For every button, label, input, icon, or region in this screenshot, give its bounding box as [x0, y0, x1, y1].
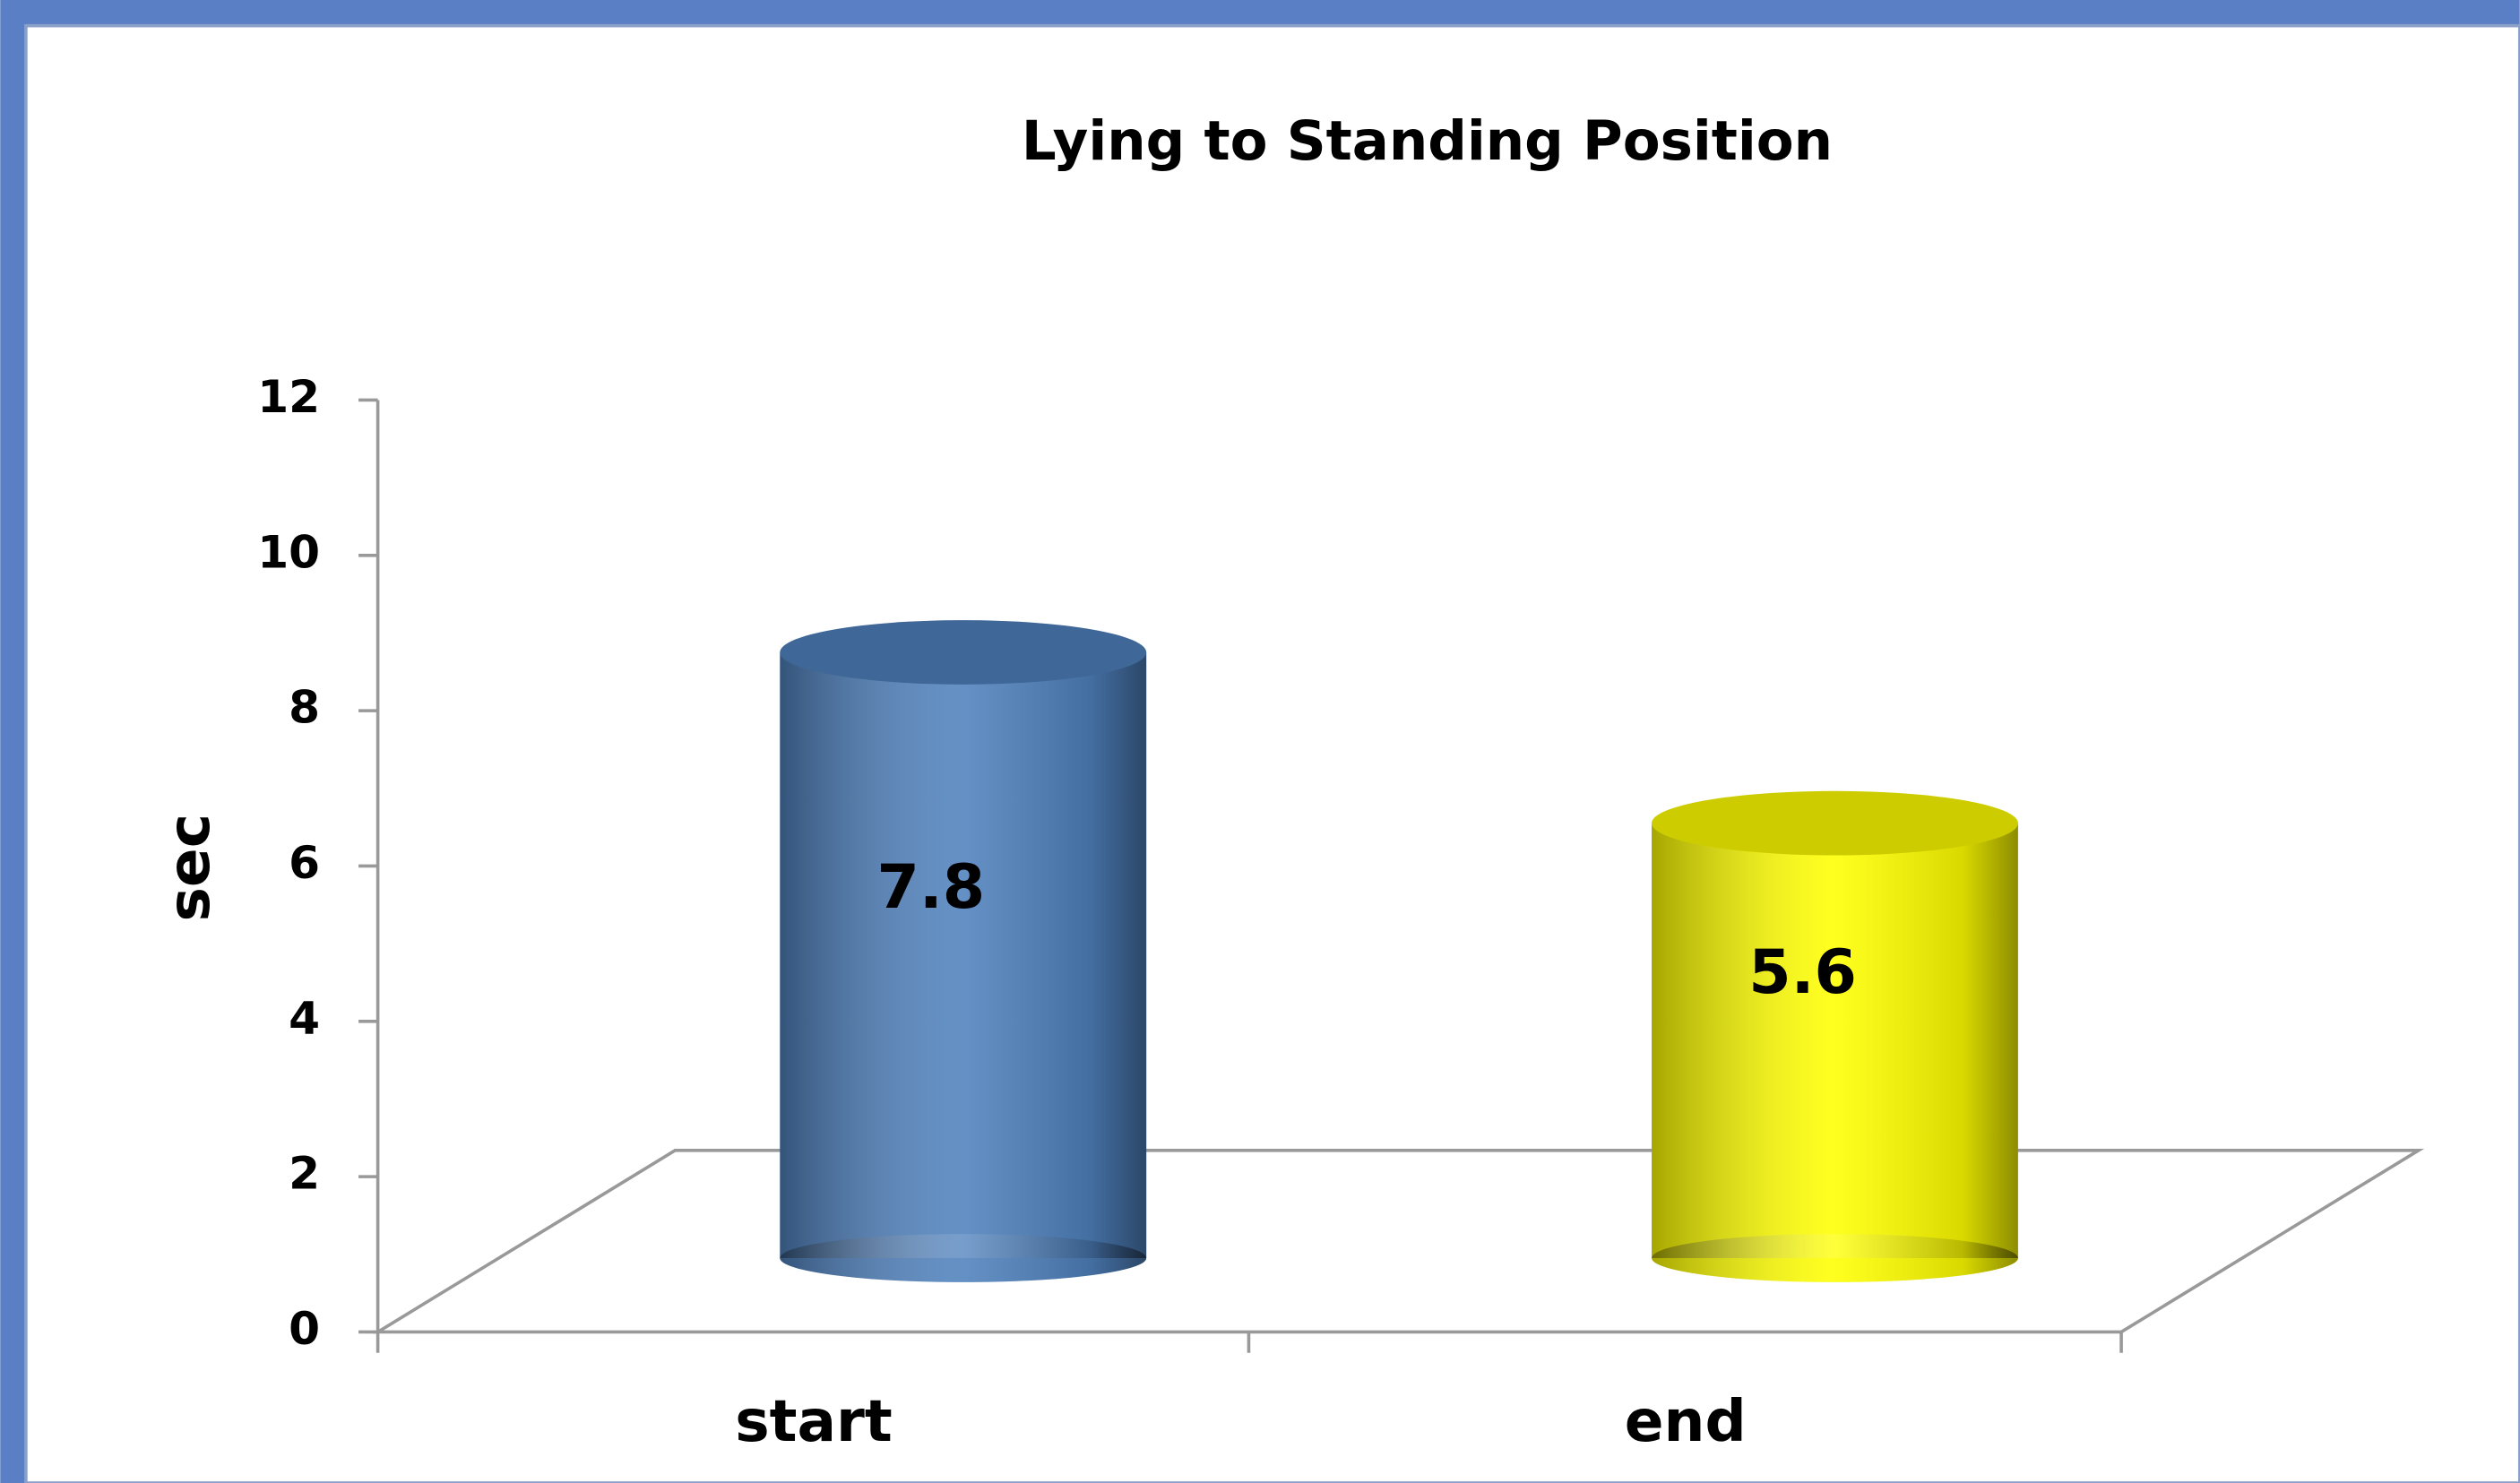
- bar-top: [780, 620, 1147, 685]
- value-label: 7.8: [877, 852, 986, 923]
- x-tick-label: start: [735, 1388, 893, 1455]
- bar-shade: [780, 651, 1147, 1258]
- y-axis-label: sec: [156, 814, 223, 921]
- bar-top-shade: [780, 620, 1147, 685]
- bar-shade: [1652, 823, 2018, 1258]
- y-tick-label: 8: [289, 681, 320, 734]
- value-label: 5.6: [1748, 937, 1857, 1008]
- y-tick-label: 6: [289, 836, 320, 889]
- plot-background: [24, 23, 2520, 1483]
- floor: [372, 1149, 2425, 1334]
- y-tick-label: 12: [257, 370, 320, 423]
- y-tick-label: 0: [289, 1302, 320, 1355]
- bar-top: [1652, 790, 2018, 856]
- y-tick-label: 10: [257, 525, 320, 578]
- x-tick-label: end: [1625, 1388, 1747, 1455]
- y-tick-label: 4: [289, 991, 320, 1044]
- bar-top-shade: [1652, 790, 2018, 856]
- y-tick-label: 2: [289, 1147, 320, 1200]
- chart-title: Lying to Standing Position: [1022, 109, 1833, 173]
